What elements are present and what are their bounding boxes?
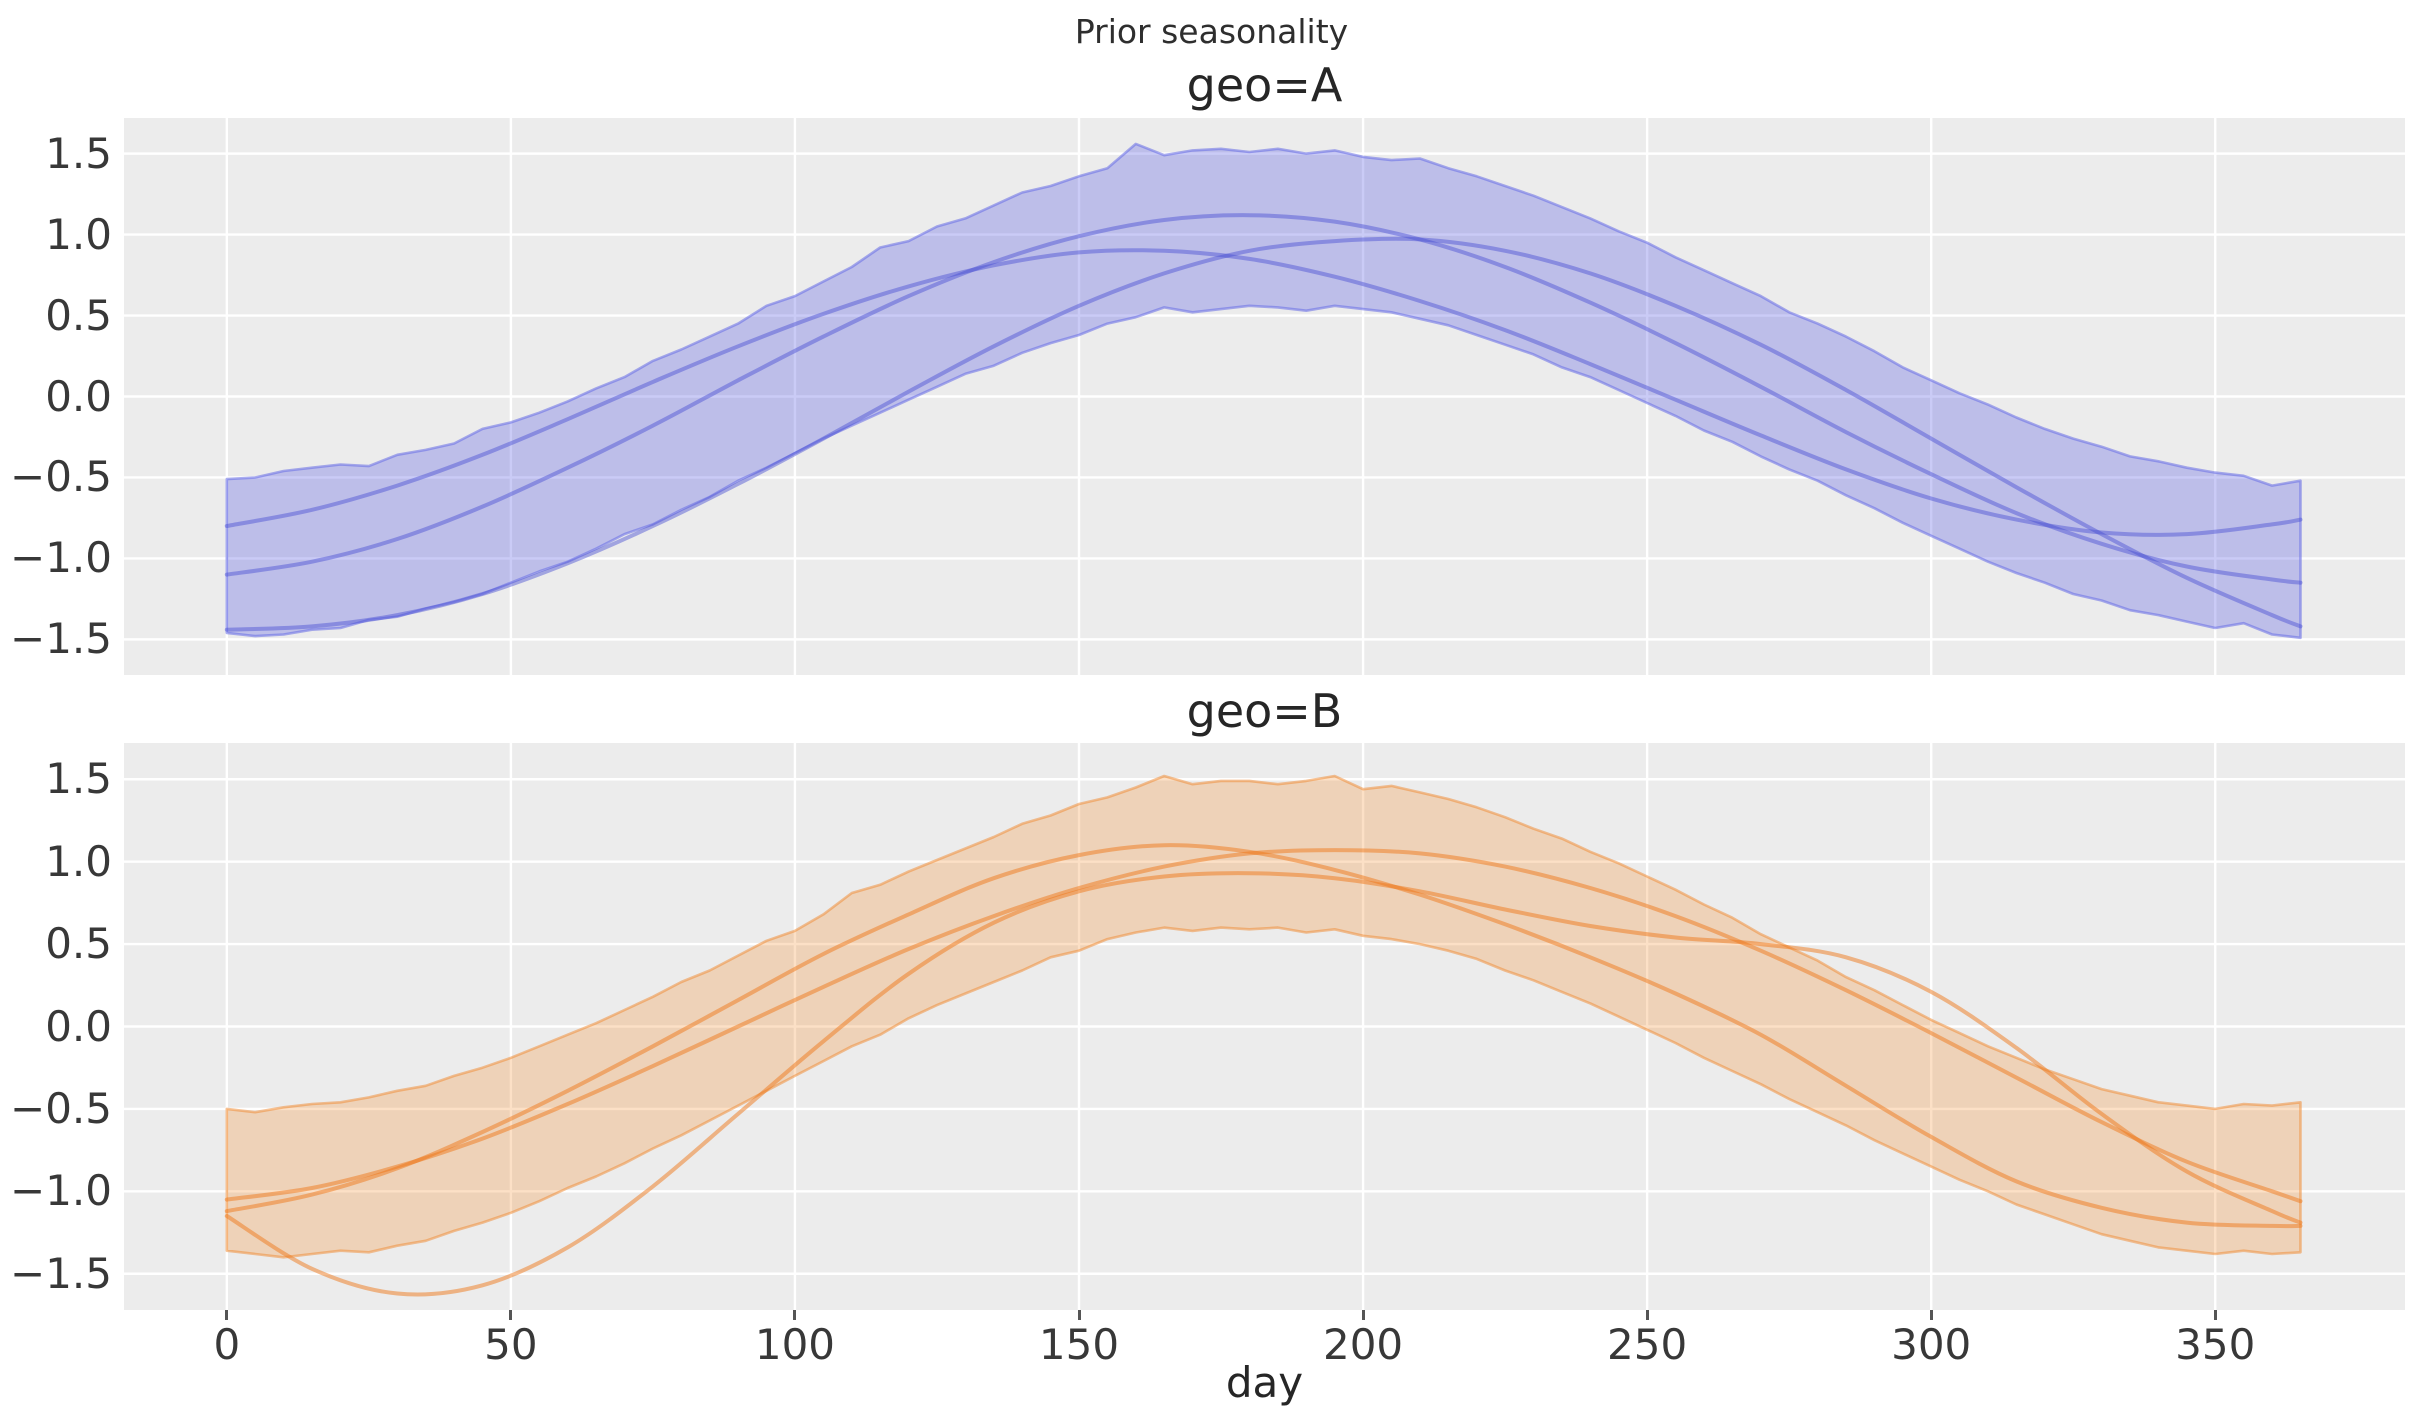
y-tick-label: −1.0 — [10, 1166, 112, 1216]
x-tick-label: 350 — [2175, 1320, 2256, 1369]
x-tick-mark — [2213, 1310, 2217, 1320]
x-tick-mark — [793, 1310, 797, 1320]
seasonality-sample-line-B-3 — [224, 871, 2303, 1297]
figure-suptitle: Prior seasonality — [1074, 12, 1349, 51]
seasonality-sample-line-A-3 — [224, 236, 2303, 632]
x-axis-label: day — [1225, 1358, 1304, 1407]
subplot-geo-a-title: geo=A — [1186, 58, 1343, 112]
y-tick-label: −1.0 — [10, 533, 112, 583]
x-tick-mark — [225, 1310, 229, 1320]
x-tick-mark — [1077, 1310, 1081, 1320]
x-tick-mark — [1361, 1310, 1365, 1320]
x-tick-label: 300 — [1891, 1320, 1972, 1369]
seasonality-sample-line-B-2 — [224, 843, 2303, 1229]
y-tick-label: 0.0 — [45, 371, 112, 421]
x-tick-label: 0 — [213, 1320, 241, 1369]
y-tick-label: 0.5 — [45, 919, 112, 969]
x-tick-mark — [1645, 1310, 1649, 1320]
y-tick-label: −0.5 — [10, 1083, 112, 1133]
y-tick-label: 1.5 — [45, 754, 112, 804]
seasonality-band-geo-A — [225, 142, 2302, 640]
y-tick-label: −1.5 — [10, 614, 112, 664]
y-tick-label: −1.5 — [10, 1248, 112, 1298]
seasonality-sample-line-A-1 — [224, 248, 2303, 537]
y-tick-label: 0.5 — [45, 290, 112, 340]
subplot-geo-B — [124, 743, 2405, 1310]
x-tick-label: 50 — [484, 1320, 538, 1369]
seasonality-sample-line-A-2 — [224, 213, 2303, 585]
y-tick-label: 1.0 — [45, 836, 112, 886]
x-tick-label: 200 — [1322, 1320, 1404, 1369]
x-tick-mark — [509, 1310, 513, 1320]
x-tick-label: 150 — [1038, 1320, 1120, 1369]
seasonality-sample-line-B-1 — [224, 848, 2303, 1204]
subplot-geo-A — [124, 118, 2405, 675]
x-tick-label: 100 — [754, 1320, 836, 1369]
x-tick-mark — [1929, 1310, 1933, 1320]
y-tick-label: −0.5 — [10, 452, 112, 502]
subplot-geo-b-title: geo=B — [1186, 684, 1343, 738]
x-tick-label: 250 — [1607, 1320, 1688, 1369]
y-tick-label: 1.0 — [45, 209, 112, 259]
y-tick-label: 0.0 — [45, 1001, 112, 1051]
y-tick-label: 1.5 — [45, 128, 112, 178]
